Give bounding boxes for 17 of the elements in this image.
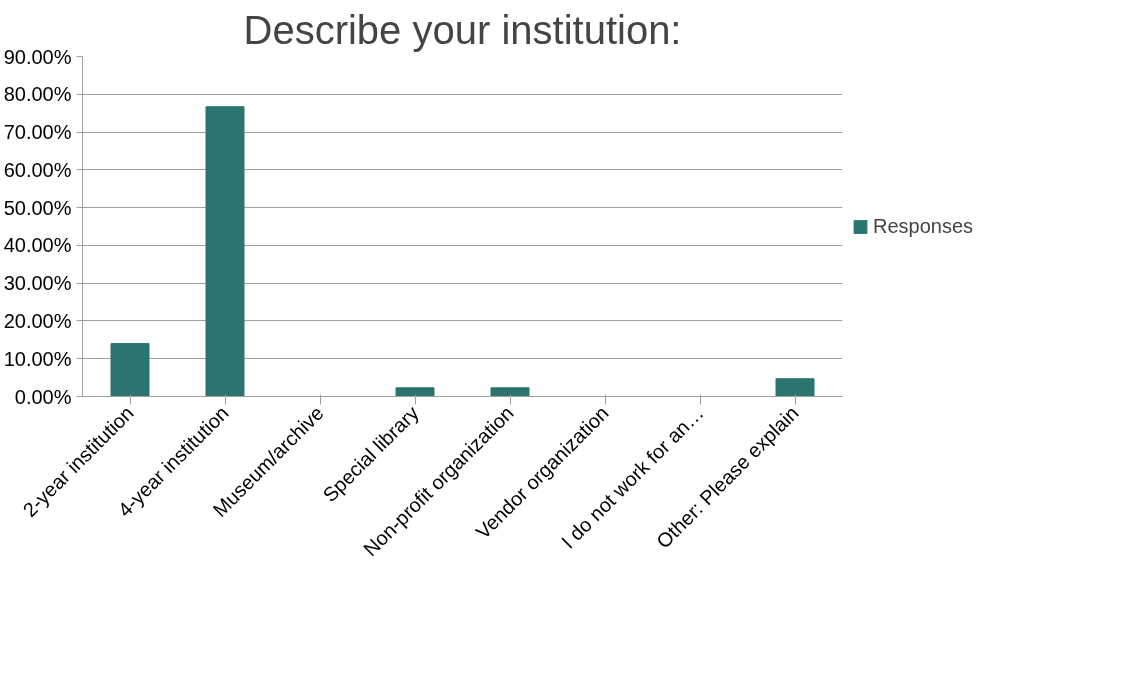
y-tick-label: 80.00% xyxy=(3,83,72,106)
y-tick-label: 30.00% xyxy=(3,272,72,295)
bar xyxy=(110,343,150,397)
bar xyxy=(205,106,245,397)
y-tick-label: 90.00% xyxy=(3,45,72,68)
y-tick-label: 70.00% xyxy=(3,121,72,144)
y-tick-label: 50.00% xyxy=(3,196,72,219)
y-tick-label: 10.00% xyxy=(3,347,72,370)
bar xyxy=(490,387,530,397)
chart-title: Describe your institution: xyxy=(243,7,682,52)
y-tick-label: 60.00% xyxy=(3,158,72,181)
y-tick-label: 20.00% xyxy=(3,309,72,332)
y-tick-label: 0.00% xyxy=(14,385,72,408)
bar xyxy=(775,378,815,397)
y-tick-label: 40.00% xyxy=(3,234,72,257)
legend-label: Responses xyxy=(873,214,974,238)
bar xyxy=(395,387,435,397)
